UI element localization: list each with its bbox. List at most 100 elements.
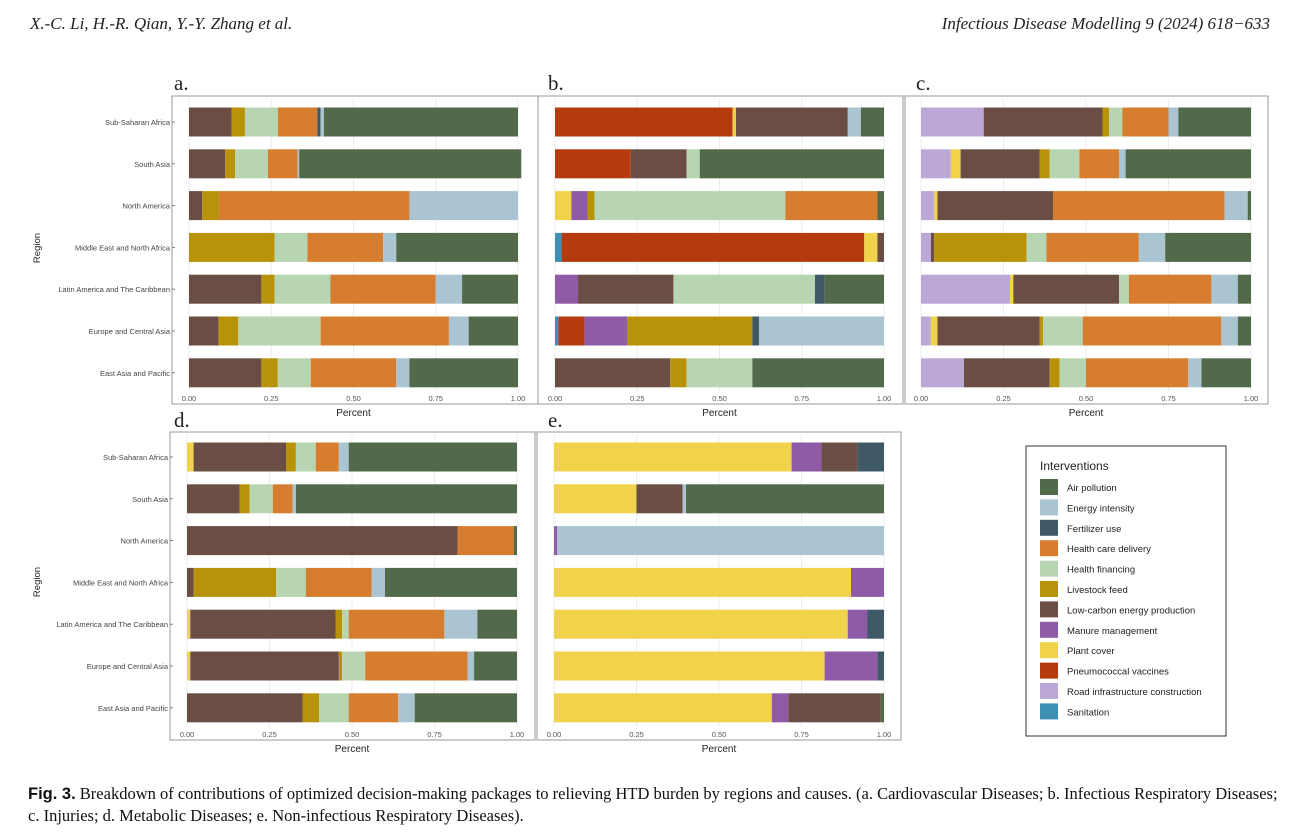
bar-segment-fertilizer-use [858,443,884,472]
bar-segment-air-pollution [469,317,518,346]
bar-segment-energy-intensity [1119,149,1126,178]
bar-segment-air-pollution [1238,317,1251,346]
bar-segment-sanitation [555,317,558,346]
bar-segment-health-care-delivery [278,108,317,137]
bar-segment-air-pollution [700,149,884,178]
bar-segment-low-carbon-energy-production [190,652,338,681]
bar-segment-air-pollution [1202,358,1252,387]
legend-swatch-livestock-feed [1040,581,1058,597]
x-tick-label: 0.75 [428,394,443,403]
legend: InterventionsAir pollutionEnergy intensi… [1026,446,1226,736]
bar-segment-health-care-delivery [349,693,399,722]
x-axis-label: Percent [336,408,371,419]
bar-segment-health-financing [1027,233,1047,262]
bar-segment-low-carbon-energy-production [631,149,687,178]
bar-segment-health-financing [319,693,349,722]
bar-segment-air-pollution [1178,108,1251,137]
bar-segment-energy-intensity [1211,275,1237,304]
bar-segment-pneumococcal-vaccines [555,149,631,178]
bar-segment-manure-management [848,610,868,639]
bar-segment-manure-management [554,526,557,555]
bar-segment-low-carbon-energy-production [964,358,1050,387]
bar-segment-air-pollution [299,149,521,178]
bar-segment-low-carbon-energy-production [938,317,1040,346]
legend-swatch-health-financing [1040,561,1058,577]
bar-segment-air-pollution [349,443,517,472]
bar-segment-road-infrastructure-construction [921,108,984,137]
bar-segment-livestock-feed [336,610,343,639]
bar-segment-health-care-delivery [306,568,372,597]
bar-segment-energy-intensity [383,233,396,262]
bar-segment-health-financing [1060,358,1086,387]
legend-swatch-sanitation [1040,703,1058,719]
legend-swatch-manure-management [1040,622,1058,638]
legend-label: Sanitation [1067,707,1109,718]
x-tick-label: 0.25 [262,730,277,739]
bar-segment-road-infrastructure-construction [921,358,964,387]
bar-segment-livestock-feed [189,233,275,262]
x-axis-label: Percent [702,744,737,755]
bar-segment-energy-intensity [298,149,300,178]
bar-segment-livestock-feed [303,693,320,722]
legend-swatch-health-care-delivery [1040,540,1058,556]
bar-segment-air-pollution [296,484,517,513]
bar-segment-livestock-feed [194,568,277,597]
x-tick-label: 1.00 [877,730,892,739]
bar-segment-air-pollution [385,568,517,597]
legend-label: Health financing [1067,565,1135,576]
bar-segment-low-carbon-energy-production [189,149,225,178]
legend-label: Energy intensity [1067,503,1135,514]
bar-segment-low-carbon-energy-production [189,358,261,387]
bar-segment-energy-intensity [321,108,324,137]
bar-segment-health-care-delivery [458,526,514,555]
legend-label: Manure management [1067,626,1158,637]
bar-segment-livestock-feed [240,484,250,513]
bar-segment-air-pollution [462,275,518,304]
panel-letter: b. [548,71,564,95]
bar-segment-health-financing [275,233,308,262]
legend-swatch-energy-intensity [1040,499,1058,515]
bar-segment-fertilizer-use [317,108,320,137]
x-axis-label: Percent [1069,408,1104,419]
region-label: Latin America and The Caribbean [56,620,168,629]
x-tick-label: 0.75 [427,730,442,739]
bar-segment-air-pollution [415,693,517,722]
region-label: Middle East and North Africa [75,243,171,252]
legend-swatch-plant-cover [1040,642,1058,658]
bar-segment-energy-intensity [1221,317,1238,346]
bar-segment-fertilizer-use [868,610,885,639]
bar-segment-health-financing [245,108,278,137]
bar-segment-health-financing [296,443,316,472]
bar-segment-air-pollution [409,358,518,387]
bar-segment-energy-intensity [436,275,462,304]
bar-segment-energy-intensity [683,484,686,513]
bar-segment-health-financing [275,275,331,304]
region-label: Sub-Saharan Africa [103,453,169,462]
bar-segment-road-infrastructure-construction [921,191,934,220]
bar-segment-health-care-delivery [316,443,339,472]
bar-segment-plant-cover [554,652,825,681]
x-tick-label: 1.00 [1244,394,1259,403]
bar-segment-energy-intensity [1188,358,1201,387]
bar-segment-livestock-feed [1103,108,1110,137]
bar-segment-energy-intensity [759,317,884,346]
bar-segment-energy-intensity [1139,233,1165,262]
bar-segment-road-infrastructure-construction [921,275,1010,304]
bar-segment-low-carbon-energy-production [187,484,240,513]
bar-segment-pneumococcal-vaccines [555,108,733,137]
bar-segment-low-carbon-energy-production [194,443,286,472]
x-tick-label: 0.50 [712,730,727,739]
bar-segment-livestock-feed [339,652,342,681]
panel-letter: d. [174,408,190,432]
bar-segment-manure-management [571,191,587,220]
x-tick-label: 0.75 [794,394,809,403]
bar-segment-air-pollution [514,526,517,555]
x-tick-label: 1.00 [877,394,892,403]
bar-segment-road-infrastructure-construction [921,149,951,178]
bar-segment-low-carbon-energy-production [1013,275,1119,304]
bar-segment-plant-cover [554,443,792,472]
bar-segment-air-pollution [324,108,518,137]
bar-segment-health-financing [1109,108,1122,137]
bar-segment-plant-cover [1010,275,1013,304]
bar-segment-low-carbon-energy-production [637,484,683,513]
